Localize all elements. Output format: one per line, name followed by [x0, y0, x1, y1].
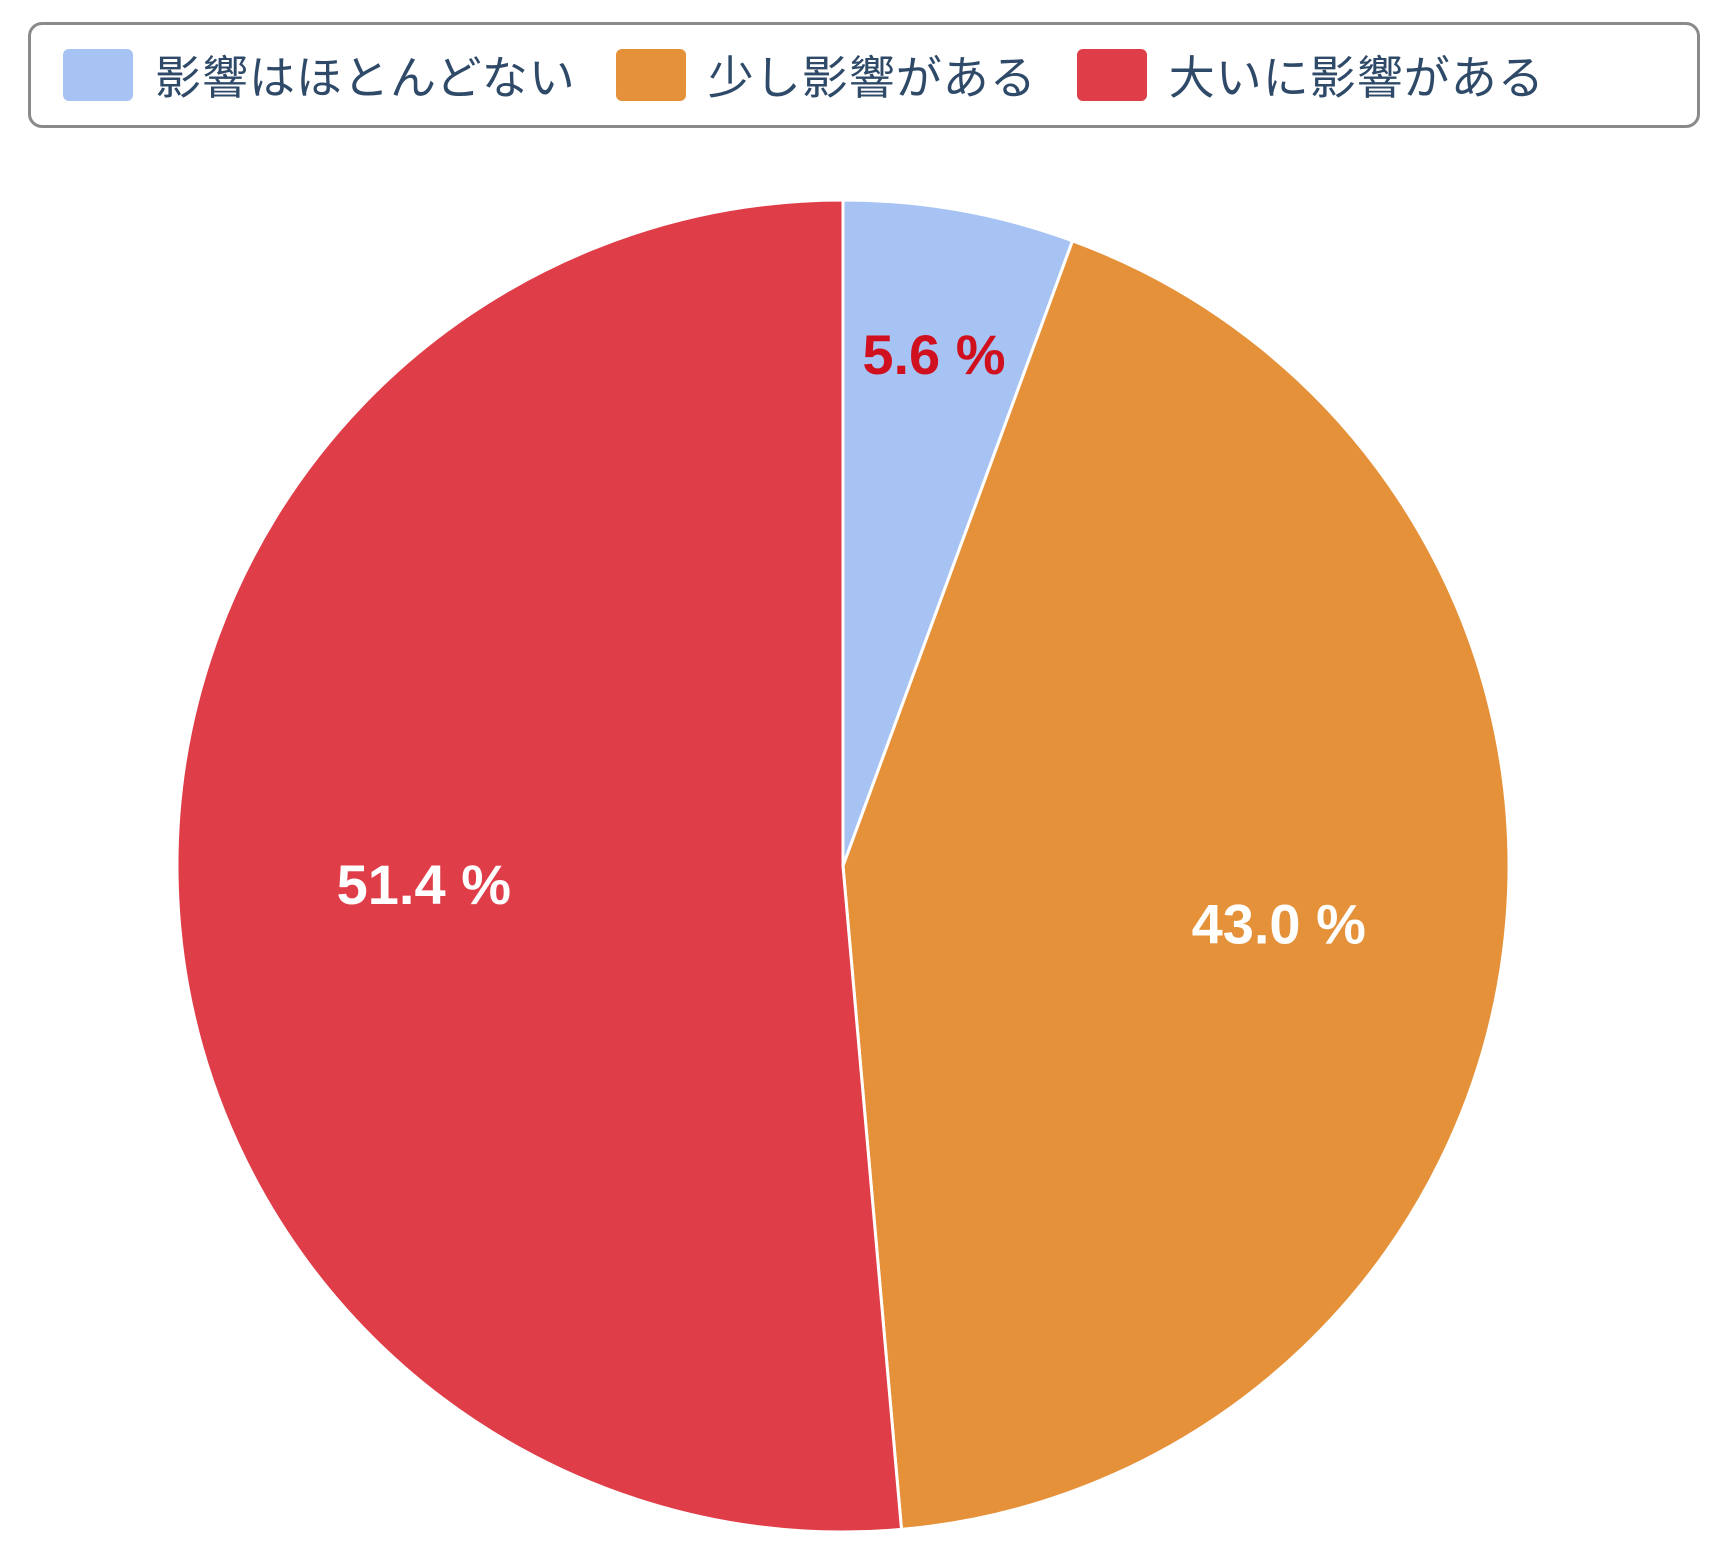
legend-item-great-impact[interactable]: 大いに影響がある	[1076, 42, 1545, 108]
pie-slice-great-impact[interactable]	[175, 198, 904, 1534]
legend-label-little-impact: 影響はほとんどない	[155, 51, 576, 105]
legend-item-little-impact[interactable]: 影響はほとんどない	[63, 42, 576, 108]
legend-swatch-little-impact	[63, 49, 133, 101]
slice-label-little-impact: 5.6 %	[862, 323, 1005, 386]
chart-legend: 影響はほとんどない 少し影響がある 大いに影響がある	[28, 22, 1700, 128]
pie-slice-little-impact[interactable]	[841, 198, 1075, 868]
legend-item-some-impact[interactable]: 少し影響がある	[615, 42, 1037, 108]
legend-label-great-impact: 大いに影響がある	[1168, 51, 1545, 105]
pie-slice-some-impact[interactable]	[841, 239, 1511, 1531]
legend-swatch-some-impact	[615, 49, 686, 101]
legend-label-some-impact: 少し影響がある	[707, 51, 1037, 105]
slice-label-some-impact: 43.0 %	[1192, 892, 1366, 955]
legend-swatch-great-impact	[1076, 49, 1147, 101]
slice-label-great-impact: 51.4 %	[337, 853, 511, 916]
